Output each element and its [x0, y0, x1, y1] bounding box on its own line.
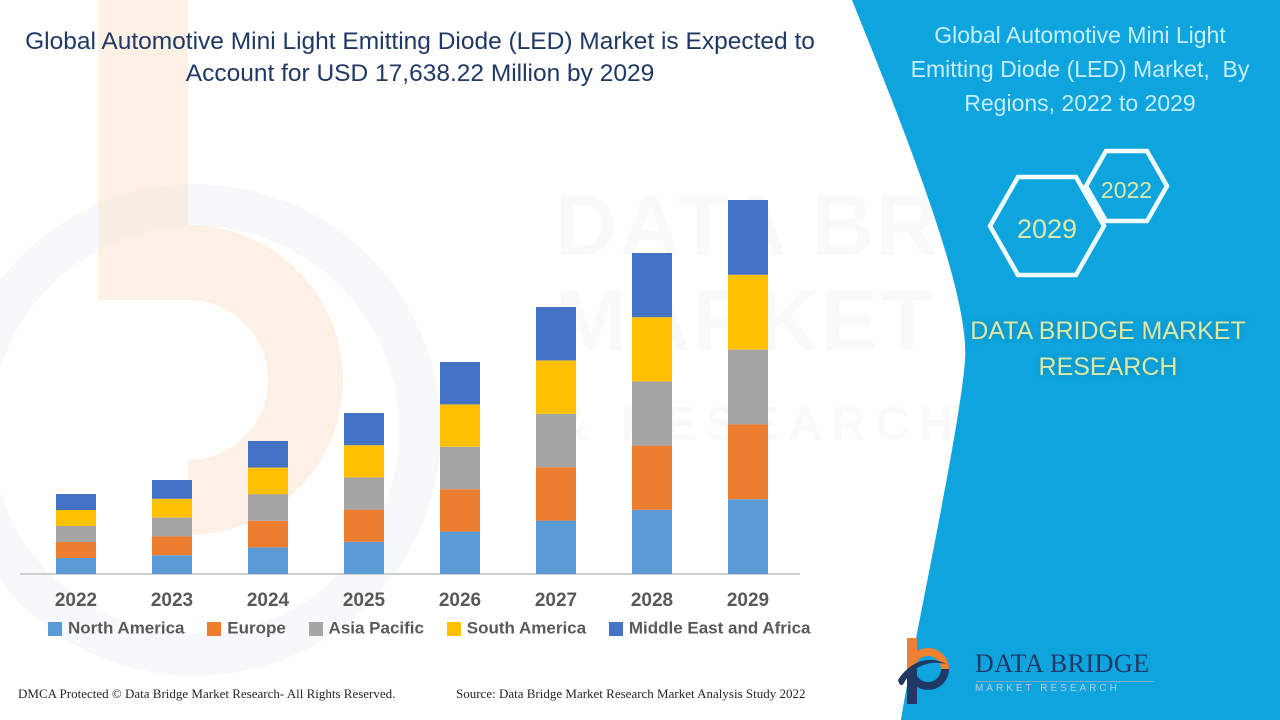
svg-text:2029: 2029	[1017, 214, 1077, 244]
svg-text:2022: 2022	[1101, 177, 1152, 203]
